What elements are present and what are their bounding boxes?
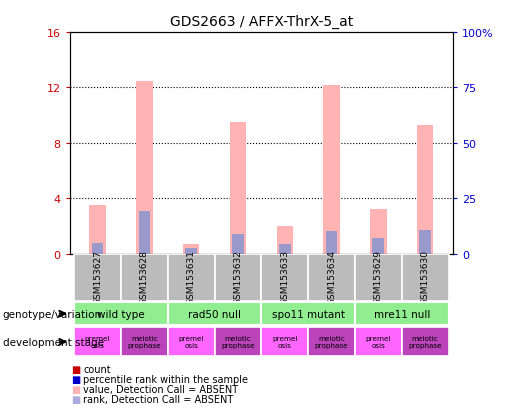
Bar [183, 244, 199, 254]
Bar [323, 85, 340, 254]
Bar [168, 254, 215, 301]
Text: meiotic
prophase: meiotic prophase [128, 335, 161, 348]
Text: count: count [83, 364, 111, 374]
Bar [168, 303, 261, 325]
Text: premei
osis: premei osis [85, 335, 110, 348]
Bar [372, 239, 384, 254]
Text: ■: ■ [71, 364, 80, 374]
Bar [74, 303, 168, 325]
Text: rank, Detection Call = ABSENT: rank, Detection Call = ABSENT [83, 394, 234, 404]
Text: genotype/variation: genotype/variation [3, 310, 101, 320]
Title: GDS2663 / AFFX-ThrX-5_at: GDS2663 / AFFX-ThrX-5_at [170, 15, 353, 29]
Bar [121, 254, 168, 301]
Bar [185, 249, 197, 254]
Text: GSM153633: GSM153633 [280, 249, 289, 304]
Text: percentile rank within the sample: percentile rank within the sample [83, 374, 248, 384]
Bar [74, 327, 121, 356]
Text: GSM153631: GSM153631 [186, 249, 196, 304]
Bar [139, 211, 150, 254]
Bar [261, 327, 308, 356]
Text: GSM153634: GSM153634 [327, 249, 336, 304]
Text: GSM153630: GSM153630 [421, 249, 430, 304]
Text: premei
osis: premei osis [178, 335, 204, 348]
Bar [230, 123, 246, 254]
Bar [417, 126, 433, 254]
Bar [355, 327, 402, 356]
Text: mre11 null: mre11 null [373, 309, 430, 319]
Bar [355, 254, 402, 301]
Text: wild type: wild type [97, 309, 145, 319]
Bar [402, 327, 449, 356]
Bar [232, 235, 244, 254]
Bar [136, 81, 152, 254]
Bar [90, 206, 106, 254]
Text: rad50 null: rad50 null [188, 309, 241, 319]
Text: ■: ■ [71, 374, 80, 384]
Text: meiotic
prophase: meiotic prophase [221, 335, 255, 348]
Bar [215, 254, 261, 301]
Text: premei
osis: premei osis [366, 335, 391, 348]
Bar [402, 254, 449, 301]
Bar [279, 244, 290, 254]
Text: spo11 mutant: spo11 mutant [271, 309, 345, 319]
Text: ■: ■ [71, 384, 80, 394]
Bar [74, 254, 121, 301]
Bar [419, 230, 431, 254]
Text: meiotic
prophase: meiotic prophase [408, 335, 442, 348]
Text: GSM153629: GSM153629 [374, 249, 383, 304]
Bar [261, 254, 308, 301]
Bar [168, 327, 215, 356]
Bar [308, 254, 355, 301]
Text: GSM153627: GSM153627 [93, 249, 102, 304]
Bar [325, 232, 337, 254]
Text: ■: ■ [71, 394, 80, 404]
Bar [277, 226, 293, 254]
Text: value, Detection Call = ABSENT: value, Detection Call = ABSENT [83, 384, 238, 394]
Text: development stage: development stage [3, 337, 104, 347]
Text: GSM153628: GSM153628 [140, 249, 149, 304]
Bar [355, 303, 449, 325]
Bar [370, 210, 387, 254]
Bar [261, 303, 355, 325]
Bar [92, 243, 104, 254]
Bar [308, 327, 355, 356]
Text: GSM153632: GSM153632 [233, 249, 243, 304]
Bar [121, 327, 168, 356]
Bar [215, 327, 261, 356]
Text: meiotic
prophase: meiotic prophase [315, 335, 348, 348]
Text: premei
osis: premei osis [272, 335, 298, 348]
